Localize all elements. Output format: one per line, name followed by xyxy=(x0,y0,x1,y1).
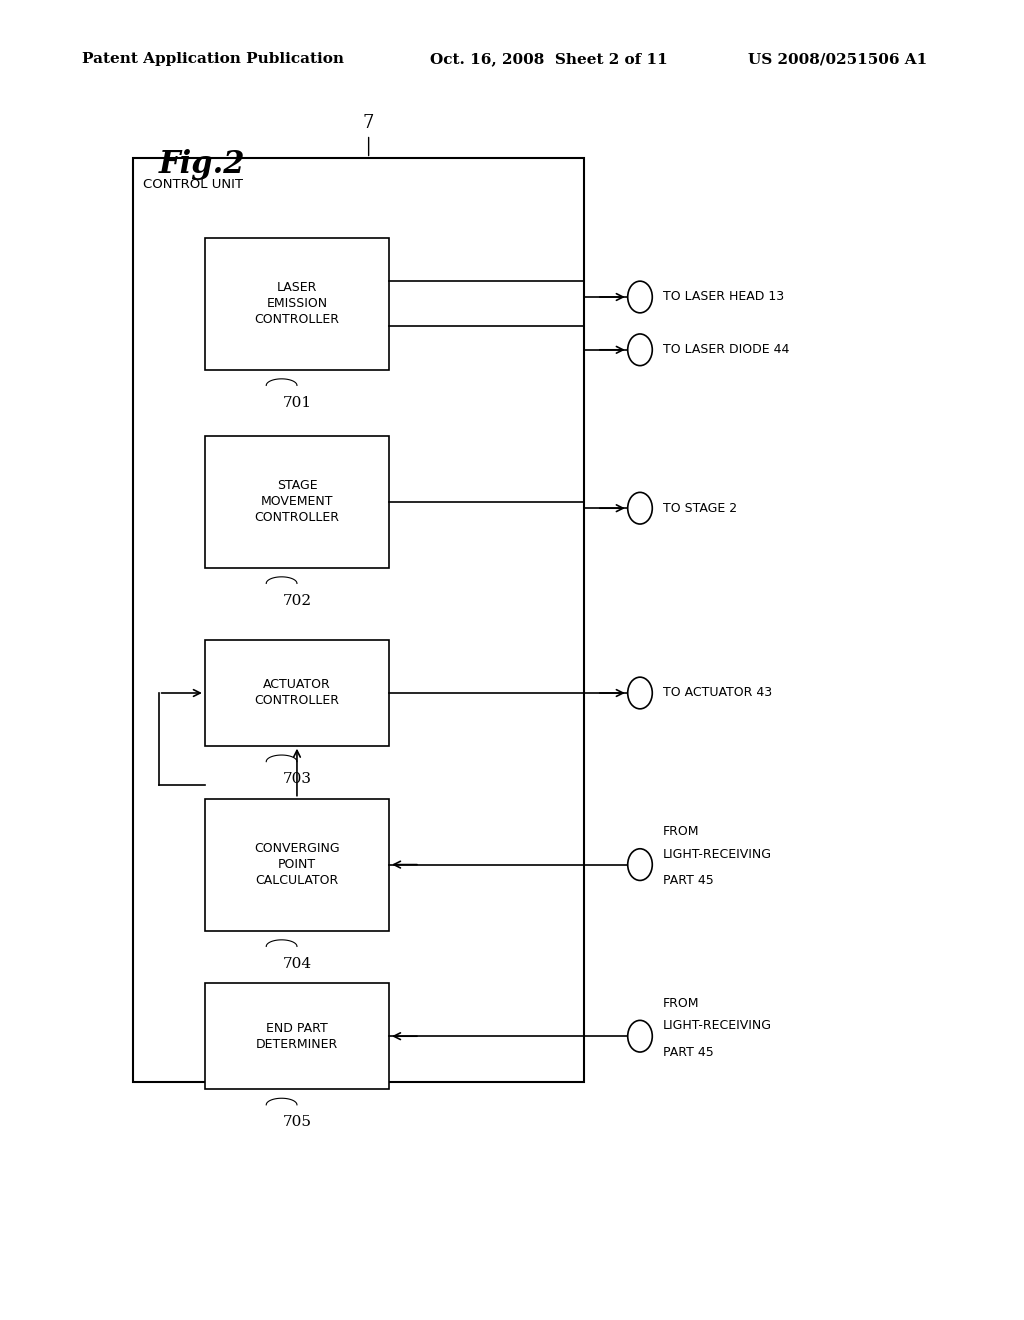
FancyBboxPatch shape xyxy=(205,640,389,746)
Text: US 2008/0251506 A1: US 2008/0251506 A1 xyxy=(748,53,927,66)
Text: Fig.2: Fig.2 xyxy=(159,149,245,181)
Circle shape xyxy=(628,281,652,313)
Text: 704: 704 xyxy=(283,957,311,972)
Text: ACTUATOR
CONTROLLER: ACTUATOR CONTROLLER xyxy=(254,678,340,708)
Text: Patent Application Publication: Patent Application Publication xyxy=(82,53,344,66)
Text: CONTROL UNIT: CONTROL UNIT xyxy=(143,178,244,191)
Text: TO LASER HEAD 13: TO LASER HEAD 13 xyxy=(663,290,783,304)
Text: 703: 703 xyxy=(283,772,311,787)
FancyBboxPatch shape xyxy=(133,158,584,1082)
FancyBboxPatch shape xyxy=(205,238,389,370)
FancyBboxPatch shape xyxy=(205,983,389,1089)
Text: LASER
EMISSION
CONTROLLER: LASER EMISSION CONTROLLER xyxy=(254,281,340,326)
Text: CONVERGING
POINT
CALCULATOR: CONVERGING POINT CALCULATOR xyxy=(254,842,340,887)
Circle shape xyxy=(628,1020,652,1052)
Circle shape xyxy=(628,677,652,709)
Text: PART 45: PART 45 xyxy=(663,1045,714,1059)
Circle shape xyxy=(628,849,652,880)
Text: STAGE
MOVEMENT
CONTROLLER: STAGE MOVEMENT CONTROLLER xyxy=(254,479,340,524)
Text: LIGHT-RECEIVING: LIGHT-RECEIVING xyxy=(663,1019,771,1032)
Text: FROM: FROM xyxy=(663,997,699,1010)
Text: 701: 701 xyxy=(283,396,311,411)
Text: Oct. 16, 2008  Sheet 2 of 11: Oct. 16, 2008 Sheet 2 of 11 xyxy=(430,53,668,66)
Text: END PART
DETERMINER: END PART DETERMINER xyxy=(256,1022,338,1051)
Text: 702: 702 xyxy=(283,594,311,609)
Text: FROM: FROM xyxy=(663,825,699,838)
Text: TO STAGE 2: TO STAGE 2 xyxy=(663,502,736,515)
Text: TO ACTUATOR 43: TO ACTUATOR 43 xyxy=(663,686,772,700)
Text: LIGHT-RECEIVING: LIGHT-RECEIVING xyxy=(663,847,771,861)
Text: 705: 705 xyxy=(283,1115,311,1130)
Text: TO LASER DIODE 44: TO LASER DIODE 44 xyxy=(663,343,788,356)
FancyBboxPatch shape xyxy=(205,799,389,931)
Circle shape xyxy=(628,334,652,366)
Text: PART 45: PART 45 xyxy=(663,874,714,887)
FancyBboxPatch shape xyxy=(205,436,389,568)
Circle shape xyxy=(628,492,652,524)
Text: 7: 7 xyxy=(362,114,375,132)
